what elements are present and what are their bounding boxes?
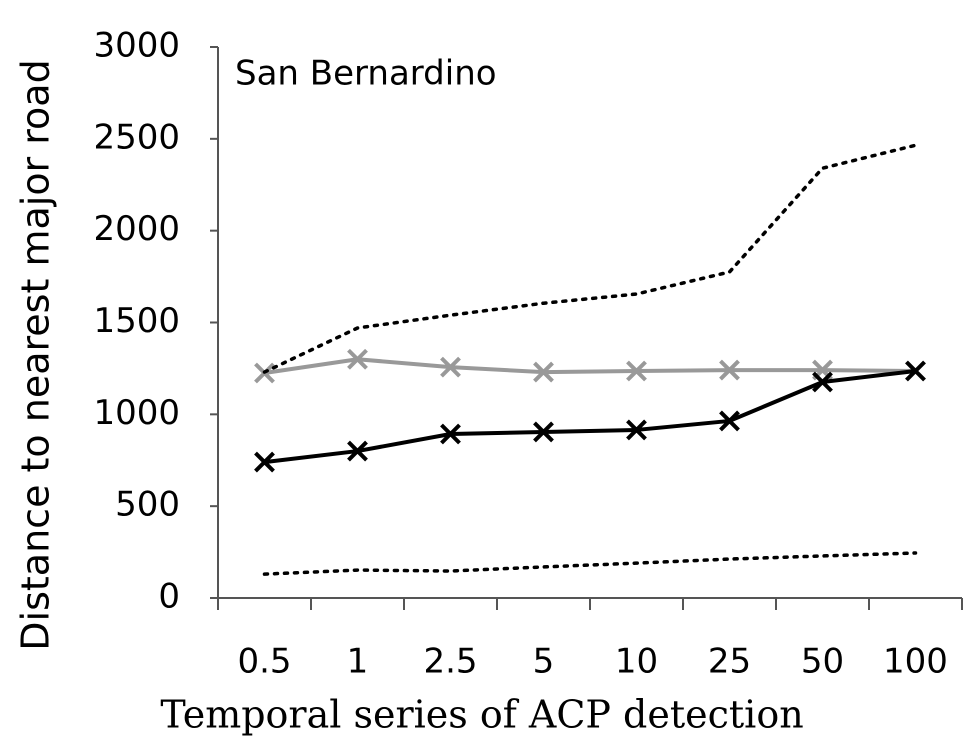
marker xyxy=(719,359,740,381)
y-tick-label: 1500 xyxy=(93,301,180,341)
y-tick-label: 500 xyxy=(115,485,180,525)
series-line xyxy=(262,143,918,374)
x-tick-label: 1 xyxy=(347,642,369,682)
x-tick-label: 5 xyxy=(533,642,555,682)
y-tick-label: 0 xyxy=(158,577,180,617)
series-line xyxy=(262,551,918,576)
marker xyxy=(347,348,368,370)
marker xyxy=(440,356,461,378)
y-tick-label: 3000 xyxy=(93,26,180,66)
marker xyxy=(347,440,368,462)
y-axis-title: Distance to nearest major road xyxy=(14,59,58,650)
y-tick-label: 2000 xyxy=(93,209,180,249)
x-tick-label: 2.5 xyxy=(423,642,477,682)
marker xyxy=(533,421,554,443)
y-tick-label: 1000 xyxy=(93,393,180,433)
marker xyxy=(254,451,275,473)
series-line xyxy=(262,368,918,465)
chart-title: San Bernardino xyxy=(235,54,497,94)
x-tick-label: 0.5 xyxy=(237,642,291,682)
marker xyxy=(440,423,461,445)
y-tick-label: 2500 xyxy=(93,117,180,157)
x-tick-label: 25 xyxy=(708,642,751,682)
marker xyxy=(626,360,647,382)
series-line xyxy=(262,357,918,376)
marker xyxy=(626,419,647,441)
marker xyxy=(812,371,833,393)
marker xyxy=(533,361,554,383)
marker xyxy=(719,410,740,432)
marker xyxy=(905,360,926,382)
x-axis-title: Temporal series of ACP detection xyxy=(160,693,803,737)
x-tick-label: 100 xyxy=(883,642,948,682)
x-tick-label: 50 xyxy=(801,642,844,682)
x-tick-label: 10 xyxy=(615,642,658,682)
